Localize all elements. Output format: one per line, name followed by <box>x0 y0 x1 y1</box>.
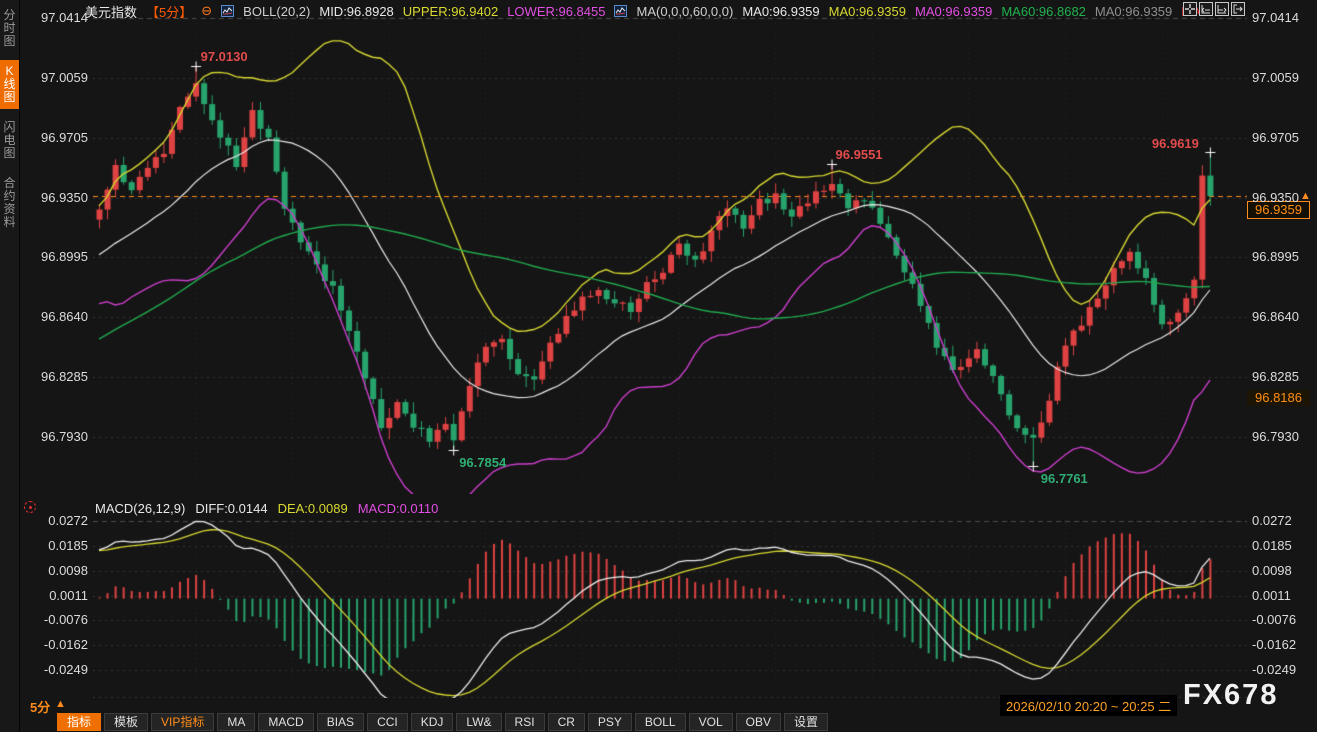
price-axis-label: 96.8285 <box>41 369 88 385</box>
bar-timestamp: 2026/02/10 20:20 ~ 20:25 二 <box>1000 695 1178 716</box>
price-annotation: 97.0130 <box>200 48 248 64</box>
indicator-tab-KDJ[interactable]: KDJ <box>410 713 454 731</box>
price-axis-label: 97.0059 <box>1252 69 1299 85</box>
indicator-tab-设置[interactable]: 设置 <box>783 713 828 731</box>
price-axis-label: 96.9705 <box>41 129 88 145</box>
price-axis-label: 96.9350 <box>1252 189 1299 205</box>
indicator-tab-MA[interactable]: MA <box>217 713 256 731</box>
indicator-tab-VIP指标[interactable]: VIP指标 <box>151 713 215 731</box>
secondary-price-badge: 96.8186 <box>1247 390 1310 406</box>
macd-axis-label: 0.0185 <box>48 538 88 554</box>
price-annotation: 96.7761 <box>1040 470 1088 486</box>
main-chart-canvas[interactable] <box>93 10 1247 494</box>
price-annotation: 96.9619 <box>1151 136 1199 152</box>
macd-settings-icon[interactable] <box>24 501 36 513</box>
macd-axis-label: -0.0249 <box>1252 661 1297 677</box>
macd-axis-label: -0.0162 <box>43 636 88 652</box>
macd-axis-label: -0.0076 <box>43 612 88 628</box>
indicator-tab-bar: 指标 模板 VIP指标 MA MACD BIAS CCI KDJ LW& RSI CR PSY BOLL… <box>57 713 828 731</box>
price-axis-label: 96.8995 <box>1252 249 1299 265</box>
macd-header: MACD(26,12,9) DIFF:0.0144 DEA:0.0089 MACD:… <box>95 501 438 516</box>
price-axis-label: 96.7930 <box>41 428 88 444</box>
price-axis-label: 97.0059 <box>41 69 88 85</box>
price-axis-label: 97.0414 <box>1252 10 1299 25</box>
indicator-tab-模板[interactable]: 模板 <box>104 713 149 731</box>
indicator-tab-PSY[interactable]: PSY <box>587 713 632 731</box>
macd-readouts: DIFF:0.0144 DEA:0.0089 MACD:0.0110 <box>195 501 438 516</box>
price-up-arrow-icon: ▲ <box>1300 190 1311 202</box>
indicator-tab-CR[interactable]: CR <box>547 713 585 731</box>
footer-timeframe-arrow-icon[interactable]: ▲ <box>55 698 66 710</box>
indicator-tab-LW&[interactable]: LW& <box>456 713 502 731</box>
sidebar-item-3[interactable]: 合约资料 <box>3 176 16 229</box>
macd-axis-label: 0.0011 <box>1252 587 1291 603</box>
sidebar-item-0[interactable]: 分时图 <box>3 8 16 48</box>
macd-title: MACD(26,12,9) <box>95 501 186 516</box>
macd-axis-label: -0.0249 <box>43 661 88 677</box>
macd-axis-label: 0.0098 <box>1252 562 1292 578</box>
macd-chart-canvas[interactable] <box>93 512 1247 698</box>
price-axis-label: 97.0414 <box>41 10 88 25</box>
indicator-tab-RSI[interactable]: RSI <box>504 713 545 731</box>
indicator-tab-MACD[interactable]: MACD <box>258 713 314 731</box>
indicator-tab-OBV[interactable]: OBV <box>735 713 781 731</box>
macd-axis-label: -0.0076 <box>1252 612 1297 628</box>
current-price-badge: 96.9359 <box>1247 201 1310 219</box>
macd-readout: DIFF:0.0144 <box>195 501 268 516</box>
indicator-tab-VOL[interactable]: VOL <box>688 713 733 731</box>
macd-readout: MACD:0.0110 <box>357 501 439 516</box>
indicator-tab-CCI[interactable]: CCI <box>367 713 408 731</box>
price-axis-label: 96.8995 <box>41 249 88 265</box>
price-axis-label: 96.8640 <box>41 309 88 325</box>
price-axis-label: 96.8285 <box>1252 369 1299 385</box>
macd-axis-label: 0.0011 <box>49 587 88 603</box>
macd-axis-label: 0.0272 <box>48 513 88 529</box>
macd-axis-label: 0.0185 <box>1252 538 1292 554</box>
price-axis-label: 96.9350 <box>41 189 88 205</box>
indicator-tab-指标[interactable]: 指标 <box>57 713 102 731</box>
price-annotation: 96.7854 <box>459 454 507 470</box>
macd-axis-label: 0.0098 <box>48 562 88 578</box>
price-axis-label: 96.7930 <box>1252 428 1299 444</box>
sidebar-item-2[interactable]: 闪电图 <box>3 120 16 160</box>
footer-timeframe[interactable]: 5分 <box>30 700 51 715</box>
indicator-tab-BIAS[interactable]: BIAS <box>316 713 365 731</box>
price-axis-label: 96.8640 <box>1252 309 1299 325</box>
price-annotation: 96.9551 <box>835 146 883 162</box>
macd-readout: DEA:0.0089 <box>277 501 348 516</box>
indicator-tab-BOLL[interactable]: BOLL <box>634 713 686 731</box>
brand-watermark: FX678 <box>1183 679 1279 711</box>
macd-axis-label: 0.0272 <box>1252 513 1292 529</box>
price-axis-label: 96.9705 <box>1252 129 1299 145</box>
macd-axis-label: -0.0162 <box>1252 636 1297 652</box>
